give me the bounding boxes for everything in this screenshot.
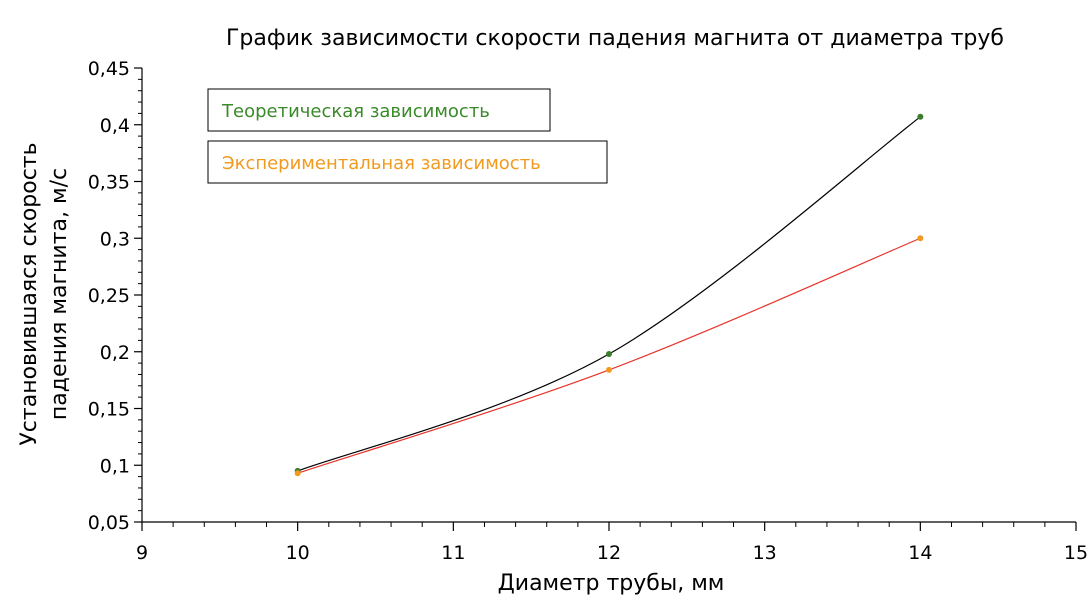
y-tick-label: 0,25 [88,285,130,307]
legend-label: Теоретическая зависимость [221,101,490,122]
y-tick-label: 0,45 [88,58,130,80]
x-axis-title: Диаметр трубы, мм [498,571,725,596]
legend-item-2: Экспериментальная зависимость [207,140,608,184]
series-2 [294,235,924,477]
series-point [917,235,924,242]
series-point [917,113,924,120]
y-tick-label: 0,2 [100,342,130,364]
legend-box [207,88,551,132]
x-tick-label: 14 [908,542,932,564]
x-tick-label: 12 [597,542,621,564]
y-tick-label: 0,15 [88,399,130,421]
legend-item-1: Теоретическая зависимость [207,88,551,132]
series-layer [294,113,924,477]
y-tick-label: 0,3 [100,228,130,250]
x-tick-label: 13 [753,542,777,564]
series-point [606,366,612,373]
y-axis-title-line-2: падения магнита, м/с [47,168,72,420]
y-tick-label: 0,1 [100,455,130,477]
series-point [294,470,301,477]
chart-title: График зависимости скорости падения магн… [226,26,1004,51]
legend: Теоретическая зависимость Экспериментальн… [207,88,608,184]
y-tick-label: 0,4 [100,115,130,137]
y-axis-title-line-1: Установившаяся скорость [17,142,42,445]
x-tick-label: 9 [136,542,148,564]
series-point [606,351,612,358]
series-1 [294,113,924,474]
legend-label: Экспериментальная зависимость [222,153,541,174]
axes: 0,05 0,1 0,15 0,2 0,25 0,3 0,35 0,4 0,45 9 10 11 12 1… [88,58,1088,564]
y-tick-label: 0,05 [88,512,130,534]
x-tick-label: 15 [1064,542,1088,564]
x-tick-label: 11 [441,542,465,564]
legend-box [207,140,608,184]
y-tick-label: 0,35 [88,172,130,194]
x-tick-label: 10 [286,542,310,564]
